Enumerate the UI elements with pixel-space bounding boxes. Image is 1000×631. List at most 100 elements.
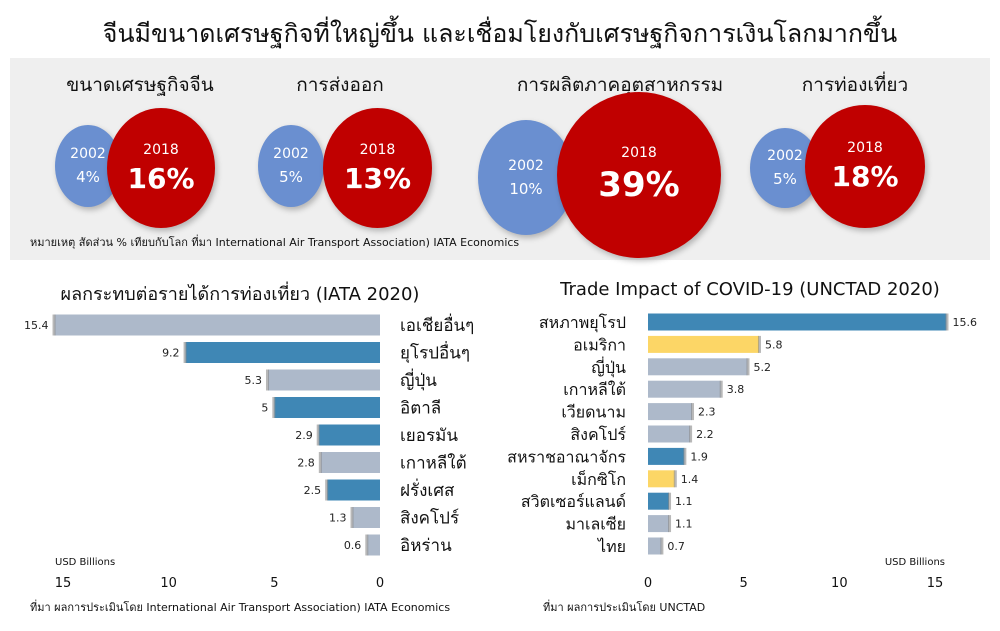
category-label: สิงคโปร์ [570,425,626,444]
bar-edge [265,369,269,391]
bar [648,335,759,353]
category-label: อิตาลี [400,399,441,419]
bar [54,314,381,336]
category-label: ญี่ปุ่น [591,356,626,378]
value-label: 1.4 [681,473,699,486]
bar [648,492,670,510]
bar [648,537,662,555]
category-label: เกาหลีใต้ [400,453,467,474]
bubble-2018: 2018 13% [323,108,432,228]
bar [320,452,380,473]
value-label: 13% [343,161,412,195]
bar-edge [660,537,664,555]
bar-edge [691,403,695,421]
value-label: 2.2 [696,428,714,441]
bar-edge [746,358,750,376]
category-label: อเมริกา [573,335,626,354]
category-label: เวียดนาม [561,403,626,422]
value-label: 39% [598,165,680,205]
bar [274,397,380,418]
tick-label: 10 [160,576,177,591]
category-label: สหราชอาณาจักร [507,447,626,466]
value-label: 9.2 [162,347,180,360]
tick-label: 15 [55,576,72,591]
value-label: 5.8 [765,338,783,351]
year-label: 2018 [359,141,396,158]
category-label: มาเลเซีย [565,515,626,534]
value-label: 18% [831,160,899,193]
value-label: 15.4 [24,319,49,332]
unit-label: USD Billions [885,557,945,568]
year-label: 2002 [508,157,544,174]
value-label: 5% [279,168,303,186]
value-label: 0.7 [667,540,685,553]
value-label: 5 [261,402,268,415]
bar [648,403,693,421]
bar-edge [272,397,276,418]
bar-edge [325,479,329,501]
category-label: อิหร่าน [400,536,452,556]
source-text: ที่มา ผลการประเมินโดย International Air … [30,599,450,614]
year-label: 2018 [847,140,883,156]
bubble-2002: 2002 10% [478,120,574,235]
year-label: 2002 [70,146,106,162]
bar [352,507,380,528]
bar-edge [757,335,761,353]
main-title: จีนมีขนาดเศรษฐกิจที่ใหญ่ขึ้น และเชื่อมโย… [102,19,898,48]
value-label: 1.1 [675,518,693,531]
source-text: ที่มา ผลการประเมินโดย UNCTAD [543,599,705,614]
value-label: 10% [509,179,543,198]
year-label: 2002 [273,146,309,162]
value-label: 2.3 [698,406,716,419]
bubble-2002: 2002 5% [258,125,324,207]
bar-edge [689,425,693,443]
bar [367,534,380,556]
value-label: 2.8 [297,457,315,470]
group-title: การผลิตภาคอุตสาหกรรม [516,74,724,96]
bar-edge [316,424,320,446]
bar [648,470,675,488]
bar [185,342,380,363]
category-label: เม็กซิโก [571,469,626,489]
chart-title: Trade Impact of COVID-19 (UNCTAD 2020) [560,279,940,300]
bar [327,479,380,501]
tick-label: 15 [927,576,944,591]
bubble-2018: 2018 16% [107,108,215,228]
bar-edge [719,380,723,398]
value-label: 0.6 [344,539,362,552]
value-label: 1.3 [329,512,347,525]
category-label: ยุโรปอื่นๆ [400,341,470,364]
bar [648,380,721,398]
group-title: ขนาดเศรษฐกิจจีน [66,74,214,96]
category-label: เยอรมัน [400,426,458,446]
category-label: สวิตเซอร์แลนด์ [521,492,626,511]
year-label: 2018 [143,141,179,158]
category-label: ไทย [596,537,626,556]
category-label: ญี่ปุ่น [400,368,437,391]
group-title: การส่งออก [296,74,384,96]
unit-label: USD Billions [55,557,115,568]
value-label: 5.2 [753,361,771,374]
bar [648,425,691,443]
value-label: 2.9 [295,429,313,442]
bar-edge [183,342,187,363]
note-text: หมายเหตุ สัดส่วน % เทียบกับโลก ที่มา Int… [30,236,520,249]
value-label: 15.6 [952,316,977,329]
value-label: 5% [773,170,797,188]
value-label: 4% [76,168,100,186]
value-label: 1.1 [675,495,693,508]
category-label: สหภาพยุโรป [539,313,626,333]
tick-label: 5 [270,576,278,591]
value-label: 2.5 [304,484,322,497]
bar-edge [52,314,56,336]
bar [648,447,685,465]
bar-edge [350,507,354,528]
bar-edge [668,492,672,510]
bar [648,313,947,331]
category-label: ฝรั่งเศส [400,478,455,501]
bar [318,424,380,446]
bar [648,358,748,376]
value-label: 1.9 [690,450,708,463]
